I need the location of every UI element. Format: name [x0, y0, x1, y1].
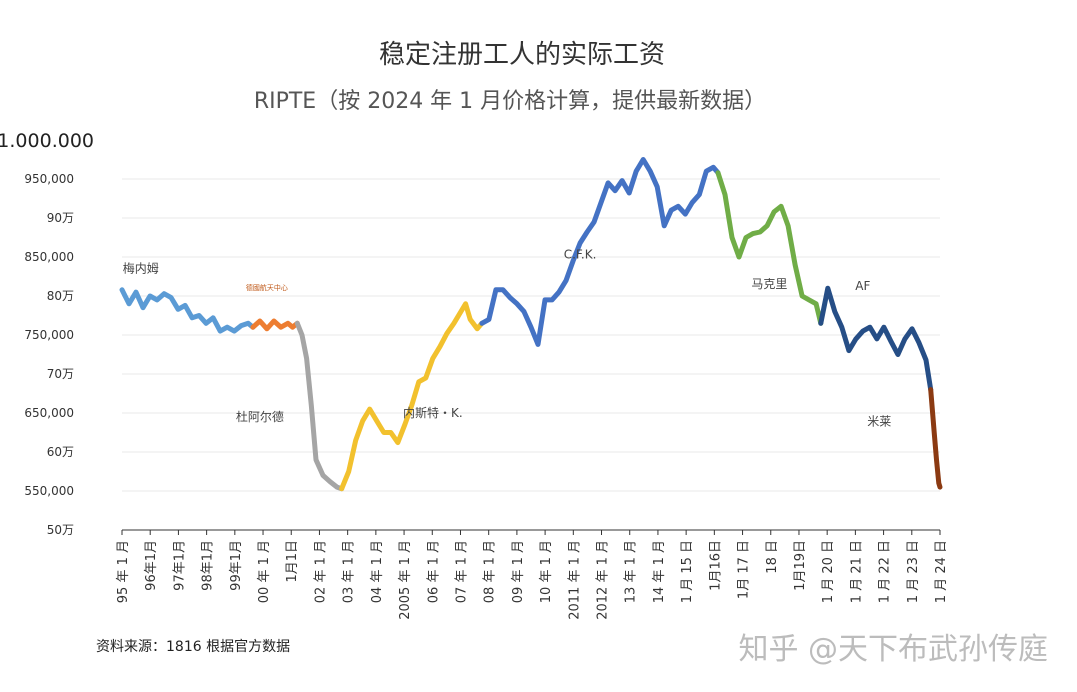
annotation-label: 杜阿尔德: [236, 409, 284, 424]
y-tick-label: 1.000.000: [0, 130, 94, 152]
annotation-label: C.F.K.: [564, 248, 597, 262]
x-tick-label: 2005 年 1 月: [398, 540, 413, 620]
x-axis: 95 年 1 月 96年1月 97年1月 98年1月 99年1月 00 年 1 月 1月1日…: [116, 529, 949, 620]
series-line-4: [479, 157, 721, 347]
chart-title: 稳定注册工人的实际工资: [379, 40, 665, 70]
x-tick-label: 98年1月: [201, 540, 216, 591]
annotation-label: 马克里: [751, 277, 787, 291]
x-tick-label: 96年1月: [144, 540, 159, 591]
x-tick-label: 00 年 1 月: [257, 540, 272, 603]
y-tick-label: 550,000: [24, 484, 74, 498]
x-tick-label: 99年1月: [229, 540, 244, 591]
x-tick-label: 04 年 1 月: [370, 540, 385, 603]
series-line-2: [294, 320, 345, 492]
x-tick-label: 14 年 1 月: [652, 540, 667, 603]
y-tick-label: 90万: [47, 211, 74, 225]
x-tick-label: 1 月 23 日: [906, 540, 921, 603]
y-tick-label: 70万: [47, 367, 74, 381]
series-line-0: [119, 287, 256, 334]
x-tick-label: 1 月 15 日: [680, 540, 695, 603]
watermark: 知乎 @天下布武孙传庭: [738, 632, 1048, 667]
x-tick-label: 1 月 21 日: [849, 540, 864, 603]
series-line-6: [818, 285, 934, 393]
x-tick-label: 08 年 1 月: [483, 540, 498, 603]
x-tick-label: 1月 17 日: [737, 540, 752, 599]
x-tick-label: 07 年 1 月: [454, 540, 469, 603]
annotation-label: 德國航天中心: [246, 283, 288, 292]
gridlines: [122, 178, 940, 531]
x-tick-label: 2012 年 1 月: [596, 540, 611, 620]
x-tick-label: 10 年 1 月: [539, 540, 554, 603]
annotation-label: AF: [855, 279, 870, 293]
x-tick-label: 06 年 1 月: [426, 540, 441, 603]
x-tick-label: 97年1月: [172, 540, 187, 591]
y-tick-label: 650,000: [24, 406, 74, 420]
series-line-7: [928, 387, 943, 490]
x-tick-label: 1 月 20 日: [821, 540, 836, 603]
x-tick-label: 1 月 24 日: [934, 540, 949, 603]
annotation-label: 梅内姆: [123, 261, 159, 276]
x-tick-label: 1月16日: [708, 540, 723, 591]
y-tick-label: 750,000: [24, 328, 74, 342]
annotation-label: 内斯特・K.: [403, 405, 463, 420]
annotation-label: 米莱: [867, 414, 891, 428]
y-tick-label: 50万: [47, 523, 74, 537]
series-line-5: [715, 170, 824, 326]
source-note: 资料来源：1816 根据官方数据: [96, 639, 290, 655]
x-tick-label: 95 年 1 月: [116, 540, 131, 603]
x-tick-label: 09 年 1 月: [511, 540, 526, 603]
x-tick-label: 18 日: [765, 540, 780, 574]
x-tick-label: 2011 年 1 月: [567, 540, 582, 620]
series-lines: [119, 157, 943, 492]
series-line-3: [339, 301, 485, 492]
series-line-1: [250, 318, 300, 332]
y-tick-label: 60万: [47, 445, 74, 459]
y-axis: 1.000.000 950,000 90万 850,000 80万 750,000 70万 6…: [0, 130, 94, 537]
x-tick-label: 1月1日: [285, 540, 300, 583]
x-tick-label: 02 年 1 月: [313, 540, 328, 603]
x-tick-label: 13 年 1 月: [624, 540, 639, 603]
x-tick-label: 03 年 1 月: [342, 540, 357, 603]
y-tick-label: 950,000: [24, 172, 74, 186]
y-tick-label: 850,000: [24, 250, 74, 264]
x-tick-label: 1月19日: [793, 540, 808, 591]
chart-subtitle: RIPTE（按 2024 年 1 月价格计算，提供最新数据）: [254, 89, 766, 114]
y-tick-label: 80万: [47, 289, 74, 303]
x-tick-label: 1 月 22 日: [878, 540, 893, 603]
